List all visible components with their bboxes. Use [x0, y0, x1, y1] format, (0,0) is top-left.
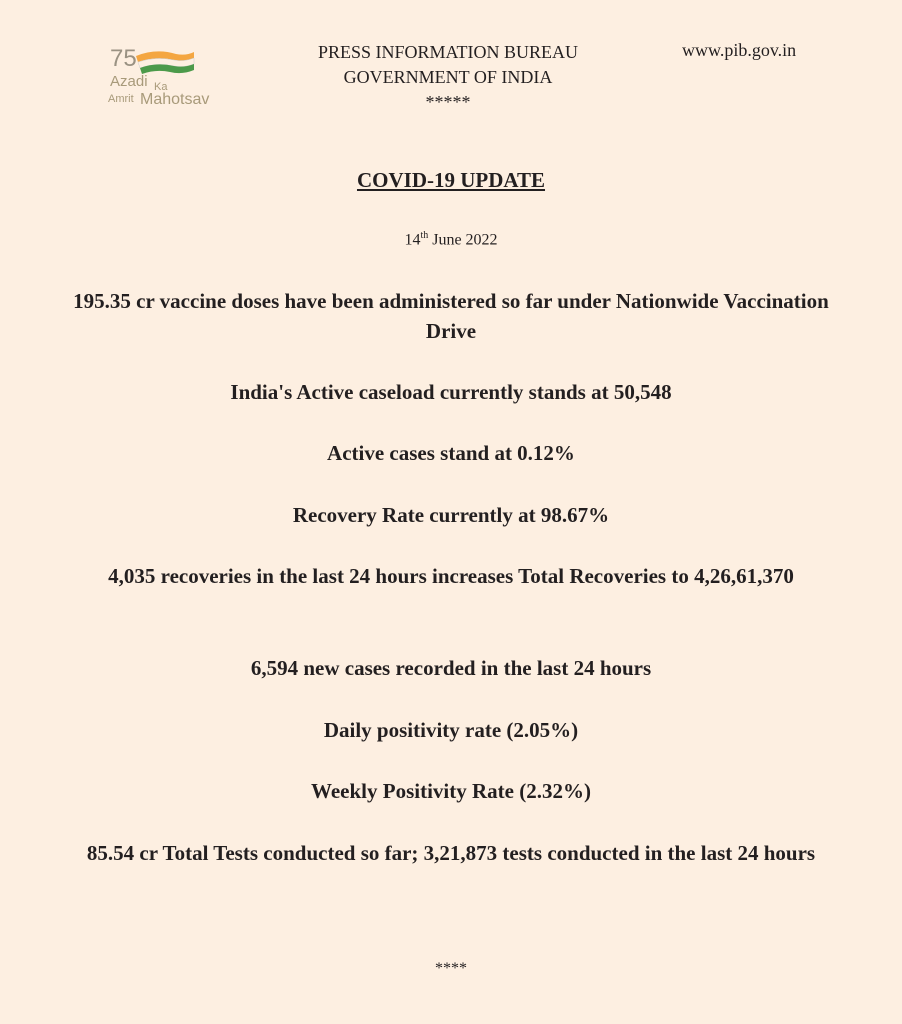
svg-text:Azadi: Azadi	[110, 73, 148, 90]
svg-text:Ka: Ka	[154, 81, 168, 93]
highlight-daily-positivity: Daily positivity rate (2.05%)	[323, 718, 579, 742]
release-date: 14th June 2022	[0, 230, 902, 249]
date-month-year: June 2022	[428, 231, 498, 249]
svg-text:75: 75	[110, 45, 137, 72]
header-separator: *****	[425, 92, 471, 112]
date-suffix: th	[420, 230, 429, 241]
date-day: 14	[404, 231, 421, 249]
svg-text:Amrit: Amrit	[108, 93, 134, 105]
svg-text:Mahotsav: Mahotsav	[140, 91, 209, 108]
highlight-recovery-rate: Recovery Rate currently at 98.67%	[292, 503, 610, 527]
page-title: COVID-19 UPDATE	[356, 168, 546, 192]
highlight-vaccination: 195.35 cr vaccine doses have been admini…	[73, 289, 829, 343]
highlight-weekly-positivity: Weekly Positivity Rate (2.32%)	[311, 779, 591, 803]
highlight-new-cases: 6,594 new cases recorded in the last 24 …	[250, 656, 652, 680]
highlight-tests: 85.54 cr Total Tests conducted so far; 3…	[86, 841, 816, 865]
highlight-active-caseload: India's Active caseload currently stands…	[230, 380, 672, 404]
footer-separator: ****	[435, 960, 467, 977]
highlight-recoveries: 4,035 recoveries in the last 24 hours in…	[108, 564, 794, 588]
highlight-active-cases-percent: Active cases stand at 0.12%	[327, 441, 575, 465]
org-government: GOVERNMENT OF INDIA	[343, 67, 553, 87]
org-name: PRESS INFORMATION BUREAU	[317, 42, 579, 62]
website-link[interactable]: www.pib.gov.in	[682, 40, 797, 60]
azadi-ka-amrit-mahotsav-logo: 75 Azadi Ka Amrit Mahotsav	[108, 45, 209, 108]
organization-header: PRESS INFORMATION BUREAU GOVERNMENT OF I…	[250, 40, 646, 115]
